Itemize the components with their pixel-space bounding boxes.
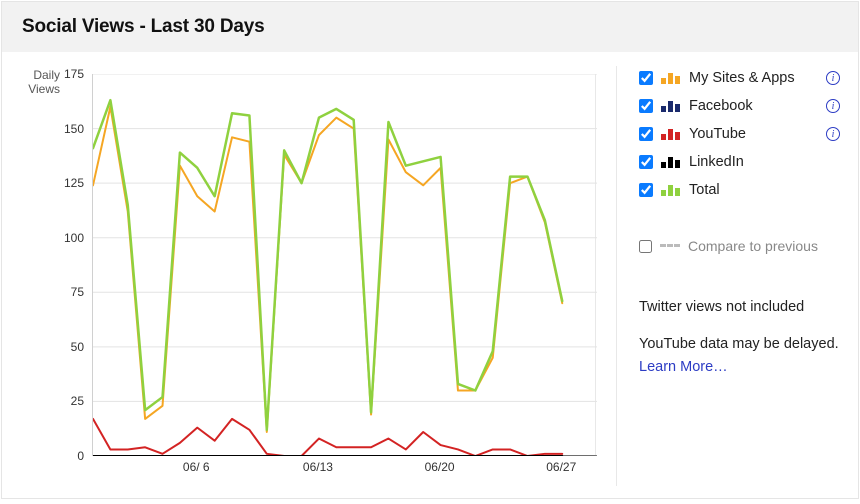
- info-icon[interactable]: i: [826, 71, 840, 85]
- legend-label: YouTube: [689, 126, 818, 142]
- info-icon[interactable]: i: [826, 99, 840, 113]
- youtube-note: YouTube data may be delayed. Learn More…: [639, 333, 840, 379]
- y-tick-label: 0: [77, 449, 84, 463]
- compare-swatch-icon: [660, 240, 680, 252]
- legend-label: Total: [689, 182, 840, 198]
- y-tick-label: 75: [71, 285, 84, 299]
- y-tick-label: 50: [71, 340, 84, 354]
- legend-swatch-icon: [661, 128, 681, 140]
- legend-item-facebook: Facebook i: [639, 98, 840, 114]
- panel-header: Social Views - Last 30 Days: [2, 2, 858, 52]
- chart-area: Daily Views 0 25 50 75 100 125 150 175 06/ 6 06/…: [16, 66, 616, 486]
- legend-checkbox-facebook[interactable]: [639, 99, 653, 113]
- x-tick-label: 06/20: [425, 460, 455, 474]
- y-tick-label: 175: [64, 67, 84, 81]
- y-tick-label: 150: [64, 122, 84, 136]
- legend-label: My Sites & Apps: [689, 70, 818, 86]
- legend-sidebar: My Sites & Apps i Facebook i YouTube i LinkedI…: [616, 66, 840, 486]
- y-tick-label: 125: [64, 176, 84, 190]
- y-tick-label: 100: [64, 231, 84, 245]
- legend-checkbox-total[interactable]: [639, 183, 653, 197]
- chart-notes: Twitter views not included YouTube data …: [639, 296, 840, 380]
- social-views-panel: Social Views - Last 30 Days Daily Views …: [1, 1, 859, 499]
- legend-swatch-icon: [661, 184, 681, 196]
- legend-swatch-icon: [661, 156, 681, 168]
- legend-checkbox-linkedin[interactable]: [639, 155, 653, 169]
- compare-row: Compare to previous: [639, 238, 840, 254]
- legend-swatch-icon: [661, 100, 681, 112]
- legend-label: Facebook: [689, 98, 818, 114]
- learn-more-link[interactable]: Learn More…: [639, 359, 728, 375]
- legend-label: LinkedIn: [689, 154, 840, 170]
- twitter-note: Twitter views not included: [639, 296, 840, 319]
- chart-plot: [92, 74, 596, 456]
- legend-item-youtube: YouTube i: [639, 126, 840, 142]
- legend-checkbox-youtube[interactable]: [639, 127, 653, 141]
- legend-checkbox-mysites[interactable]: [639, 71, 653, 85]
- legend-item-linkedin: LinkedIn: [639, 154, 840, 170]
- legend-list: My Sites & Apps i Facebook i YouTube i LinkedI…: [639, 70, 840, 198]
- compare-checkbox[interactable]: [639, 240, 652, 253]
- legend-swatch-icon: [661, 72, 681, 84]
- y-axis-label: Daily Views: [16, 68, 60, 97]
- series-youtube: [93, 419, 562, 456]
- info-icon[interactable]: i: [826, 127, 840, 141]
- chart-svg: [93, 74, 597, 456]
- series-total: [93, 100, 562, 430]
- panel-body: Daily Views 0 25 50 75 100 125 150 175 06/ 6 06/…: [2, 52, 858, 504]
- legend-item-total: Total: [639, 182, 840, 198]
- y-tick-label: 25: [71, 394, 84, 408]
- legend-item-mysites: My Sites & Apps i: [639, 70, 840, 86]
- compare-label: Compare to previous: [688, 238, 818, 254]
- panel-title: Social Views - Last 30 Days: [22, 16, 838, 38]
- x-tick-label: 06/27: [546, 460, 576, 474]
- x-tick-label: 06/ 6: [183, 460, 210, 474]
- x-tick-label: 06/13: [303, 460, 333, 474]
